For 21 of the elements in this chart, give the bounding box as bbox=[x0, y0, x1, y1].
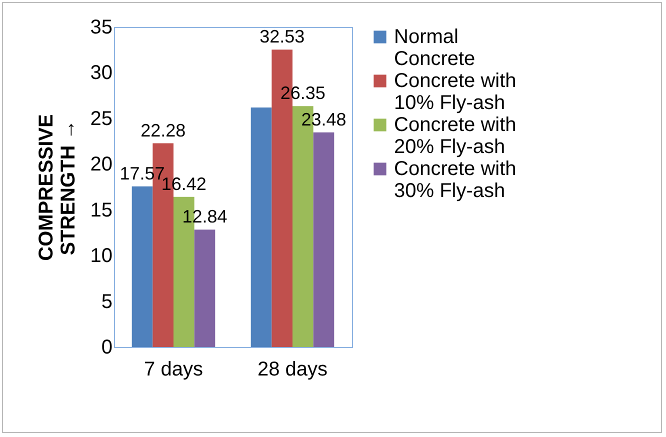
x-tick-label: 7 days bbox=[144, 358, 203, 380]
y-tick-label: 15 bbox=[90, 199, 112, 222]
y-tick-label: 20 bbox=[90, 154, 112, 176]
y-tick-label: 30 bbox=[90, 62, 112, 84]
y-tick-label: 10 bbox=[90, 245, 112, 268]
legend-label: Concrete with 10% Fly-ash bbox=[394, 70, 516, 114]
data-label: 32.53 bbox=[260, 26, 305, 47]
legend-label: Concrete with 30% Fly-ash bbox=[394, 158, 516, 202]
y-tick-label: 35 bbox=[90, 16, 112, 38]
y-axis-title: COMPRESSIVE STRENGTH → bbox=[35, 114, 80, 261]
y-tick-label: 0 bbox=[101, 336, 112, 358]
bar bbox=[250, 107, 272, 347]
legend-label: Normal Concrete bbox=[394, 26, 476, 70]
y-tick-label: 5 bbox=[101, 290, 112, 313]
bar bbox=[132, 186, 153, 347]
legend-label: Concrete with 20% Fly-ash bbox=[394, 114, 516, 158]
bar bbox=[194, 230, 216, 347]
data-label: 22.28 bbox=[140, 120, 186, 140]
y-tick-label: 25 bbox=[90, 108, 112, 130]
x-tick-label: 28 days bbox=[257, 358, 328, 380]
bar bbox=[313, 132, 334, 347]
